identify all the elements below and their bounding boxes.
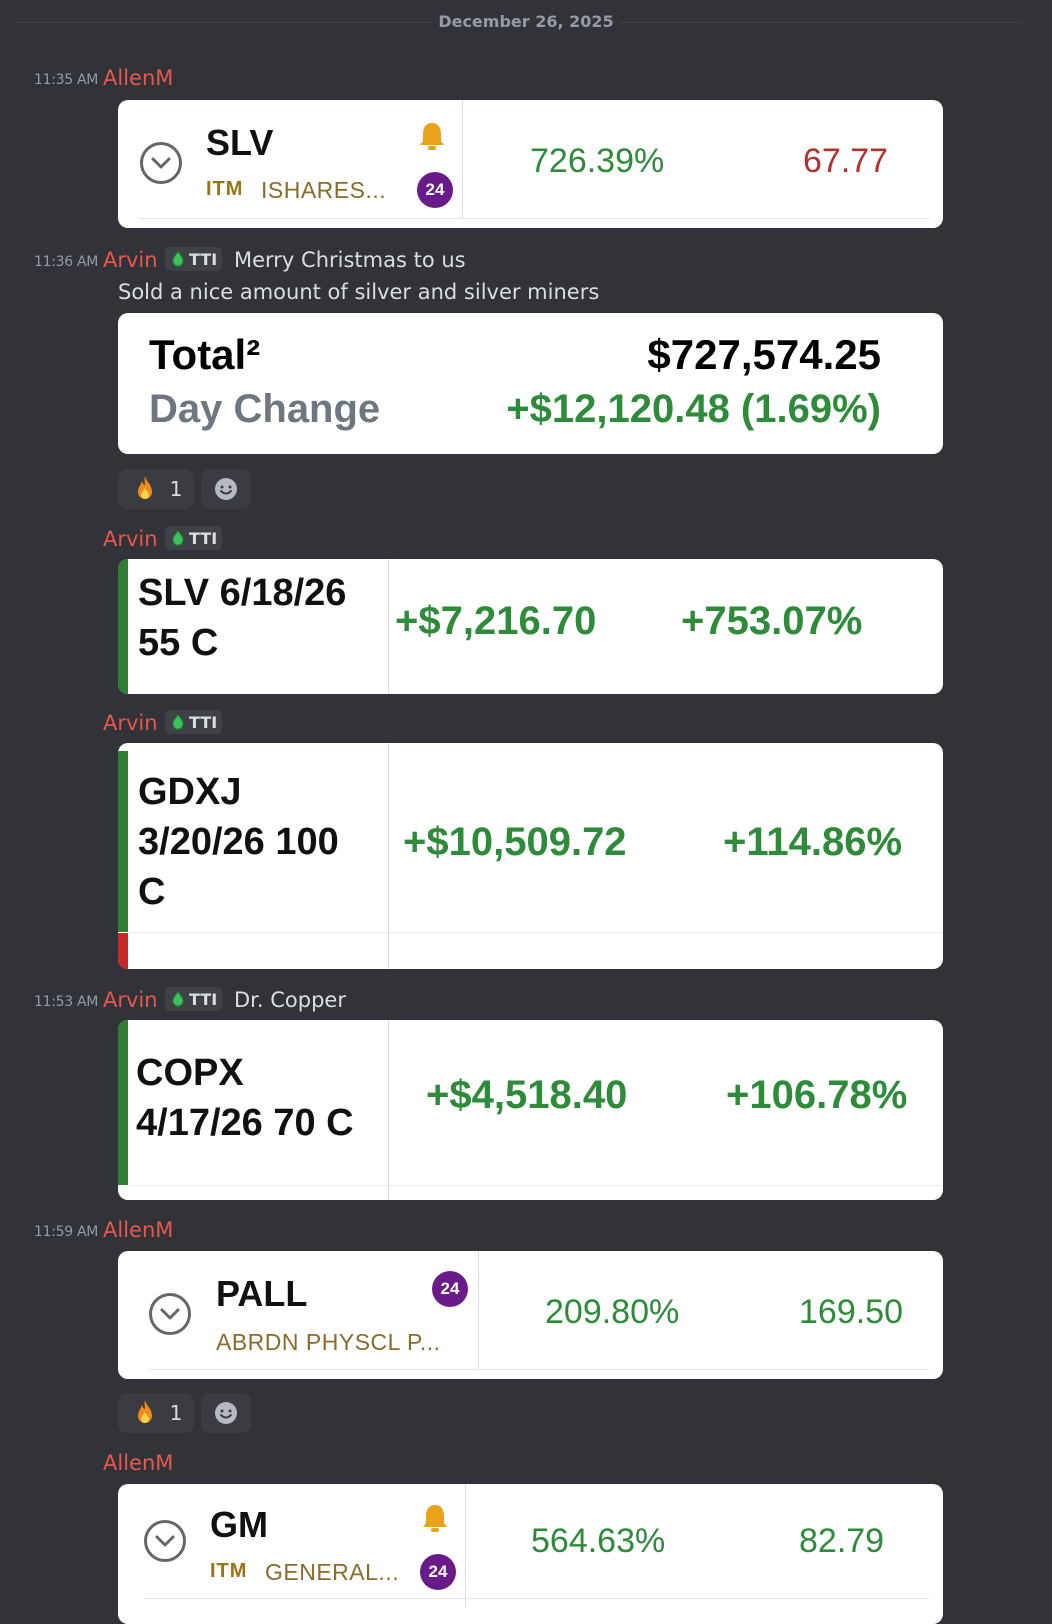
position-line3: C bbox=[138, 871, 166, 913]
reaction-fire[interactable]: 1 bbox=[118, 1393, 194, 1433]
message-text: Dr. Copper bbox=[234, 988, 346, 1012]
position-line2: 3/20/26 100 bbox=[138, 821, 339, 863]
role-tag-label: TTI bbox=[189, 528, 218, 548]
position-line1: SLV 6/18/26 bbox=[138, 572, 347, 614]
role-tag[interactable]: TTI bbox=[165, 710, 223, 734]
gem-icon bbox=[172, 714, 184, 730]
price: 67.77 bbox=[803, 142, 889, 180]
position-pnl: +$10,509.72 bbox=[403, 820, 627, 864]
role-tag-label: TTI bbox=[189, 989, 218, 1009]
percent-change: 209.80% bbox=[545, 1293, 680, 1331]
pnl-bar bbox=[118, 559, 128, 694]
total-value: $727,574.25 bbox=[647, 331, 881, 378]
message-text: Sold a nice amount of silver and silver … bbox=[118, 280, 600, 304]
row-divider bbox=[144, 1598, 929, 1599]
ticker-symbol: SLV bbox=[206, 122, 274, 163]
position-percent: +753.07% bbox=[681, 599, 863, 643]
timestamp: 11:35 AM bbox=[34, 72, 99, 88]
add-reaction-icon bbox=[215, 478, 237, 500]
stock-alert-card[interactable]: GM ITM GENERAL... 24 564.63% 82.79 bbox=[118, 1484, 943, 1624]
day-change-label: Day Change bbox=[149, 387, 381, 431]
add-reaction-icon bbox=[215, 1402, 237, 1424]
timestamp: 11:53 AM bbox=[34, 994, 99, 1010]
chevron-down-icon[interactable] bbox=[140, 142, 182, 184]
bell-icon bbox=[423, 1505, 447, 1532]
role-tag[interactable]: TTI bbox=[165, 526, 223, 550]
row-divider bbox=[140, 218, 930, 219]
row-divider bbox=[149, 1369, 929, 1370]
username[interactable]: AllenM bbox=[103, 66, 174, 90]
add-reaction-button[interactable] bbox=[201, 1393, 251, 1433]
chevron-down-icon[interactable] bbox=[149, 1293, 191, 1335]
fire-icon bbox=[137, 1400, 152, 1423]
company-name: ABRDN PHYSCL P... bbox=[216, 1329, 441, 1355]
add-reaction-button[interactable] bbox=[201, 469, 251, 509]
bell-icon bbox=[420, 123, 444, 150]
row-divider bbox=[128, 1185, 943, 1186]
reaction-fire[interactable]: 1 bbox=[118, 469, 194, 509]
role-tag[interactable]: TTI bbox=[165, 247, 223, 271]
price: 82.79 bbox=[799, 1522, 885, 1560]
stock-alert-card[interactable]: SLV ITM ISHARES... 24 726.39% 67.77 bbox=[118, 100, 943, 228]
company-name: GENERAL... bbox=[265, 1559, 400, 1585]
timestamp: 11:36 AM bbox=[34, 254, 99, 270]
role-tag-label: TTI bbox=[189, 249, 218, 269]
username[interactable]: Arvin bbox=[103, 248, 158, 272]
badge-24: 24 bbox=[432, 1271, 468, 1307]
position-line1: COPX bbox=[136, 1052, 244, 1094]
position-card[interactable]: COPX 4/17/26 70 C +$4,518.40 +106.78% bbox=[118, 1020, 943, 1200]
total-label: Total² bbox=[149, 331, 261, 378]
chevron-down-icon[interactable] bbox=[144, 1520, 186, 1562]
percent-change: 726.39% bbox=[530, 142, 665, 180]
column-divider bbox=[478, 1251, 479, 1369]
date-divider: December 26, 2025 bbox=[0, 12, 1052, 31]
pnl-bar bbox=[118, 751, 128, 932]
username[interactable]: Arvin bbox=[103, 988, 158, 1012]
price: 169.50 bbox=[799, 1293, 903, 1331]
itm-label: ITM bbox=[206, 178, 244, 200]
position-percent: +106.78% bbox=[726, 1073, 908, 1117]
portfolio-total-card[interactable]: Total² $727,574.25 Day Change +$12,120.4… bbox=[118, 313, 943, 454]
position-line2: 55 C bbox=[138, 622, 219, 664]
username[interactable]: AllenM bbox=[103, 1451, 174, 1475]
column-divider bbox=[388, 743, 389, 969]
stock-alert-card[interactable]: PALL ABRDN PHYSCL P... 24 209.80% 169.50 bbox=[118, 1251, 943, 1379]
role-tag-label: TTI bbox=[189, 712, 218, 732]
position-card[interactable]: SLV 6/18/26 55 C +$7,216.70 +753.07% bbox=[118, 559, 943, 694]
position-percent: +114.86% bbox=[723, 820, 903, 864]
percent-change: 564.63% bbox=[531, 1522, 666, 1560]
pnl-bar bbox=[118, 1020, 128, 1185]
gem-icon bbox=[172, 991, 184, 1007]
position-line2: 4/17/26 70 C bbox=[136, 1102, 354, 1144]
fire-icon bbox=[137, 476, 152, 499]
column-divider bbox=[388, 559, 389, 694]
position-pnl: +$4,518.40 bbox=[426, 1073, 628, 1117]
gem-icon bbox=[172, 251, 184, 267]
reaction-count: 1 bbox=[169, 477, 183, 501]
gem-icon bbox=[172, 530, 184, 546]
row-divider bbox=[128, 932, 943, 933]
pnl-bar-negative bbox=[118, 933, 128, 969]
position-line1: GDXJ bbox=[138, 771, 242, 813]
position-pnl: +$7,216.70 bbox=[395, 599, 597, 643]
message-text: Merry Christmas to us bbox=[234, 248, 466, 272]
username[interactable]: AllenM bbox=[103, 1218, 174, 1242]
ticker-symbol: GM bbox=[210, 1504, 268, 1545]
reaction-count: 1 bbox=[169, 1401, 183, 1425]
badge-24: 24 bbox=[420, 1554, 456, 1590]
column-divider bbox=[465, 1484, 466, 1608]
role-tag[interactable]: TTI bbox=[165, 987, 223, 1011]
timestamp: 11:59 AM bbox=[34, 1224, 99, 1240]
badge-24: 24 bbox=[417, 172, 453, 208]
itm-label: ITM bbox=[210, 1560, 248, 1582]
position-card[interactable]: GDXJ 3/20/26 100 C +$10,509.72 +114.86% bbox=[118, 743, 943, 969]
company-name: ISHARES... bbox=[261, 177, 387, 203]
username[interactable]: Arvin bbox=[103, 527, 158, 551]
day-change-value: +$12,120.48 (1.69%) bbox=[506, 387, 881, 431]
username[interactable]: Arvin bbox=[103, 711, 158, 735]
column-divider bbox=[388, 1020, 389, 1200]
ticker-symbol: PALL bbox=[216, 1273, 308, 1314]
column-divider bbox=[462, 100, 463, 218]
